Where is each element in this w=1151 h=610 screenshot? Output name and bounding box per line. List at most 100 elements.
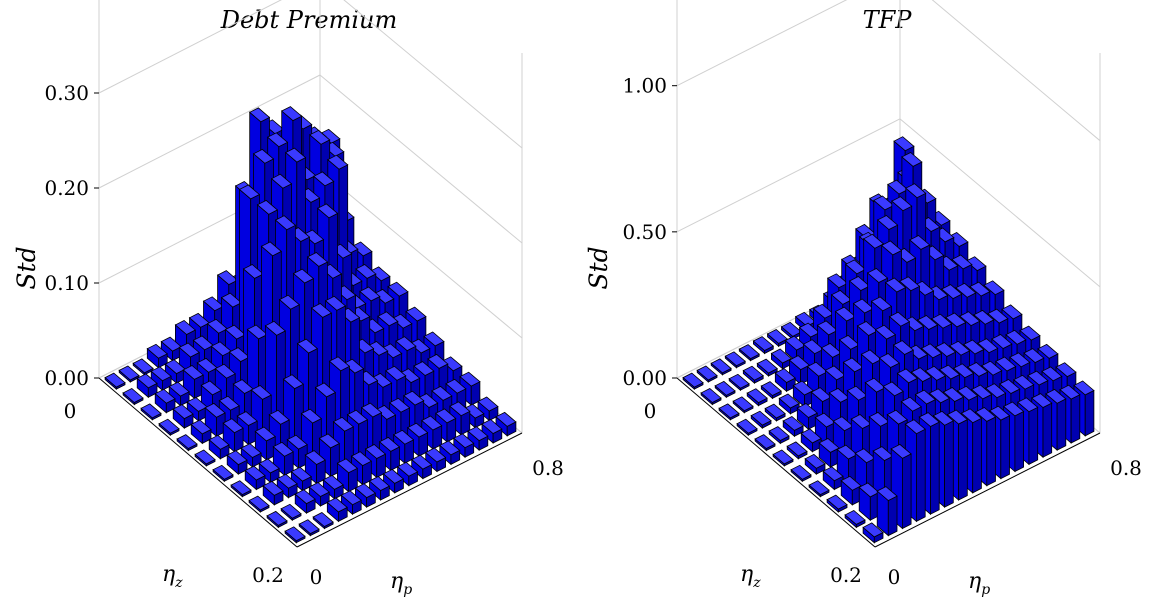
bar [710, 358, 732, 376]
grid-level-left [98, 0, 282, 94]
bar-face-top [495, 411, 517, 427]
bar-face-top [314, 382, 337, 398]
bar [772, 449, 794, 467]
bar-face-top [752, 336, 775, 351]
bar-face-top [367, 341, 389, 356]
bar-face-top [948, 340, 971, 356]
bar-face-top [316, 203, 339, 219]
eta-z-axis-line [98, 377, 298, 548]
bar-face-top [286, 434, 308, 450]
bar-face-top [391, 313, 413, 329]
bar-face-top [238, 184, 261, 200]
bar-face-top [378, 436, 401, 452]
bar-face-top [774, 368, 796, 383]
bar-face-top [862, 522, 884, 538]
bar-face-top [360, 402, 383, 418]
bar-face-top [373, 288, 395, 304]
bar [742, 365, 764, 384]
bar-face-top [244, 465, 266, 481]
bar-face-top [890, 443, 912, 459]
bar-face-top [1013, 374, 1035, 390]
bar-face-top [786, 441, 808, 457]
bar [804, 453, 826, 475]
grid-level-right [931, 0, 1101, 142]
bar [778, 393, 800, 415]
bar-face-top [902, 316, 925, 332]
bar-face-top [294, 489, 316, 505]
bar-face-top [176, 434, 198, 449]
bar-face-top [240, 443, 262, 458]
bar-face-top [368, 476, 391, 491]
bar [800, 428, 822, 453]
bar [132, 358, 154, 376]
bar-face-top [826, 494, 848, 510]
bar [340, 490, 362, 516]
bar-face-top [916, 315, 939, 330]
bar-face-top [441, 356, 463, 372]
bar-face-top [981, 360, 1003, 376]
bar [230, 480, 252, 498]
bar-face-top [876, 486, 898, 501]
bar-face-top [214, 363, 236, 379]
bar-face-top [178, 342, 200, 358]
bar-face-right [902, 453, 912, 530]
bar-face-top [274, 215, 297, 231]
grid-level-right [899, 118, 1101, 288]
bar-face-top [385, 365, 407, 381]
bar-face-top [866, 268, 889, 283]
bar-face-top [459, 371, 481, 387]
bar [826, 494, 848, 513]
bar-face-top [236, 411, 258, 426]
bar-face-top [421, 415, 443, 431]
bar-face-top [409, 338, 431, 354]
bar-face-top [973, 309, 995, 325]
bar-face-top [230, 480, 252, 496]
bar-face-top [760, 381, 782, 396]
bar-face-top [122, 388, 144, 403]
bar [326, 497, 348, 523]
bar-face-top [808, 480, 830, 496]
bar-face-top [800, 428, 822, 444]
bar-face-top [387, 281, 409, 297]
bar-face-top [405, 306, 427, 322]
bar [158, 418, 180, 437]
bar-face-top [194, 449, 216, 465]
bar-face-top [904, 419, 926, 435]
bar-face-top [942, 387, 965, 402]
bar-face-top [278, 294, 301, 310]
bar-face-top [987, 308, 1009, 324]
z-tick-label: 1.00 [622, 74, 667, 98]
grid-level-right [319, 169, 523, 339]
bar-face-top [346, 409, 369, 425]
bar-face-top [746, 388, 768, 404]
bar-face-top [891, 196, 913, 212]
bar [280, 503, 302, 522]
bar-face-top [1009, 352, 1031, 368]
bar-face-top [212, 464, 234, 480]
bar-face-top [403, 390, 425, 406]
bar [467, 426, 489, 451]
bar-face-top [682, 372, 704, 388]
bar-face-top [778, 393, 800, 409]
bar-face-top [880, 240, 903, 256]
bar-face-top [226, 450, 248, 466]
bar-face-top [182, 365, 204, 380]
grid-level-left [676, 118, 901, 233]
bar-face-top [901, 152, 923, 167]
bar-face-top [250, 385, 272, 400]
bar-face-top [790, 464, 812, 480]
bar-face-top [991, 334, 1013, 349]
bar [790, 464, 812, 483]
bar-face-top [965, 256, 987, 272]
bar-face-top [427, 353, 449, 369]
z-tick-label: 0.30 [44, 81, 89, 105]
bar [862, 522, 884, 544]
bar-face-top [1055, 362, 1077, 378]
eta-z-tick-end: 0.2 [252, 563, 284, 587]
bar-face-top [728, 373, 750, 389]
bar-face-top [328, 356, 351, 372]
bar-face-top [983, 280, 1005, 296]
bar-face-top [756, 358, 778, 374]
bar-face-top [770, 348, 793, 364]
